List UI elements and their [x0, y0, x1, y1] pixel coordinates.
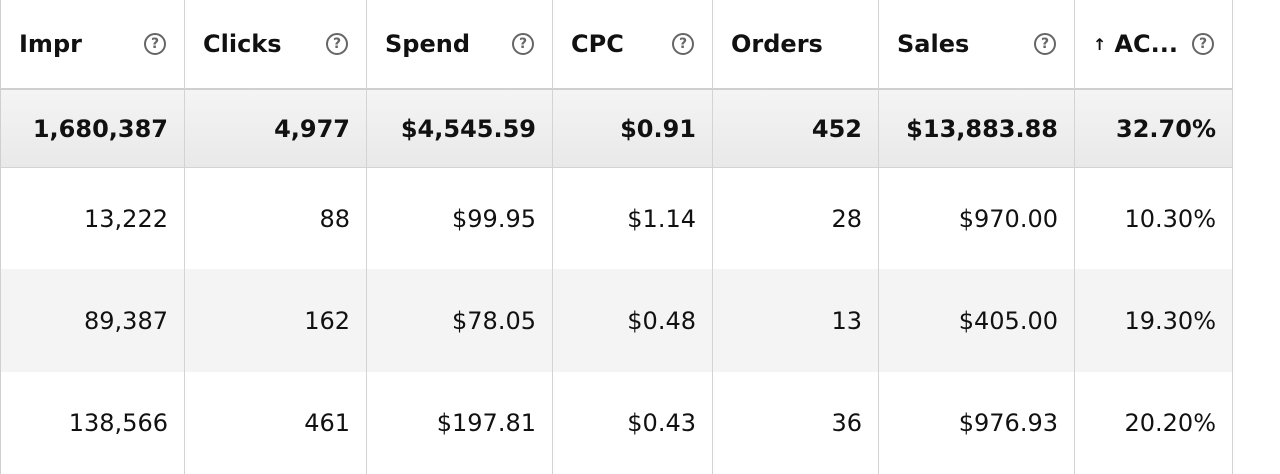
- table-cell: 19.30%: [1075, 269, 1233, 372]
- total-orders: 452: [713, 90, 879, 168]
- column-header-acos[interactable]: ↑ AC... ?: [1075, 0, 1233, 90]
- column-header-label: Spend: [385, 30, 471, 58]
- help-icon[interactable]: ?: [326, 33, 348, 55]
- total-impr: 1,680,387: [1, 90, 185, 168]
- table-cell: $970.00: [879, 168, 1075, 269]
- column-header-clicks[interactable]: Clicks ?: [185, 0, 367, 90]
- column-header-label: Impr: [19, 30, 82, 58]
- total-cpc: $0.91: [553, 90, 713, 168]
- table-cell: $99.95: [367, 168, 553, 269]
- table-cell: $197.81: [367, 372, 553, 474]
- column-header-orders[interactable]: Orders: [713, 0, 879, 90]
- table-cell: 89,387: [1, 269, 185, 372]
- table-cell: 162: [185, 269, 367, 372]
- help-icon[interactable]: ?: [1034, 33, 1056, 55]
- column-header-cpc[interactable]: CPC ?: [553, 0, 713, 90]
- table-cell: $405.00: [879, 269, 1075, 372]
- total-acos: 32.70%: [1075, 90, 1233, 168]
- table-cell: $0.48: [553, 269, 713, 372]
- table-cell: 461: [185, 372, 367, 474]
- table-cell: 10.30%: [1075, 168, 1233, 269]
- column-header-label: Sales: [897, 30, 970, 58]
- table-cell: 138,566: [1, 372, 185, 474]
- column-header-impr[interactable]: Impr ?: [1, 0, 185, 90]
- help-icon[interactable]: ?: [672, 33, 694, 55]
- column-header-spend[interactable]: Spend ?: [367, 0, 553, 90]
- help-icon[interactable]: ?: [144, 33, 166, 55]
- column-header-label: Clicks: [203, 30, 282, 58]
- total-spend: $4,545.59: [367, 90, 553, 168]
- table-cell: $78.05: [367, 269, 553, 372]
- table-cell: 20.20%: [1075, 372, 1233, 474]
- column-header-label: CPC: [571, 30, 624, 58]
- help-icon[interactable]: ?: [1192, 33, 1214, 55]
- table-cell: 88: [185, 168, 367, 269]
- total-sales: $13,883.88: [879, 90, 1075, 168]
- help-icon[interactable]: ?: [512, 33, 534, 55]
- column-header-label: Orders: [731, 30, 823, 58]
- total-clicks: 4,977: [185, 90, 367, 168]
- column-header-text: AC...: [1114, 30, 1178, 58]
- table-cell: $0.43: [553, 372, 713, 474]
- table-cell: 13,222: [1, 168, 185, 269]
- table-cell: $976.93: [879, 372, 1075, 474]
- table-cell: $1.14: [553, 168, 713, 269]
- column-header-sales[interactable]: Sales ?: [879, 0, 1075, 90]
- table-cell: 36: [713, 372, 879, 474]
- sort-ascending-icon[interactable]: ↑: [1093, 34, 1107, 54]
- table-cell: 28: [713, 168, 879, 269]
- column-header-label: ↑ AC...: [1093, 30, 1178, 58]
- table-cell: 13: [713, 269, 879, 372]
